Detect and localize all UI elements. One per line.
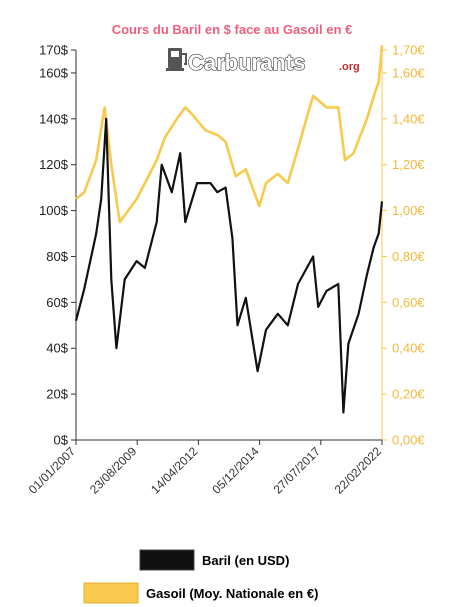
right-y-tick-label: 1,00€ (392, 203, 425, 218)
right-y-tick-label: 1,40€ (392, 111, 425, 126)
legend: Baril (en USD) Gasoil (Moy. Nationale en… (83, 549, 318, 604)
right-y-tick-label: 1,20€ (392, 157, 425, 172)
right-y-tick-label: 0,60€ (392, 295, 425, 310)
right-y-tick-label: 1,70€ (392, 43, 425, 58)
plot-area (74, 45, 384, 414)
series-line-baril (74, 117, 384, 414)
legend-label-baril: Baril (en USD) (202, 553, 289, 568)
axes (75, 50, 383, 441)
logo: Carburants .org (166, 48, 360, 76)
left-y-tick-label: 120$ (39, 157, 69, 172)
left-y-axis: 0$ 20$ 40$ 60$ 80$ 100$ 120$ 140$ 160$ 170$ (39, 43, 76, 448)
logo-text: Carburants (188, 50, 305, 75)
left-y-tick-label: 20$ (46, 387, 68, 402)
left-y-tick-label: 60$ (46, 295, 68, 310)
right-y-axis: 0,00€ 0,20€ 0,40€ 0,60€ 0,80€ 1,00€ 1,20€ 1,40€… (382, 43, 425, 448)
left-y-tick-label: 160$ (39, 65, 69, 80)
right-y-tick-label: 0,80€ (392, 249, 425, 264)
left-y-tick-label: 170$ (39, 43, 69, 58)
right-y-tick-label: 0,00€ (392, 433, 425, 448)
logo-suffix: .org (339, 61, 360, 73)
left-y-tick-label: 40$ (46, 341, 68, 356)
left-y-tick-label: 0$ (54, 433, 69, 448)
x-tick-label: 23/08/2009 (87, 444, 140, 497)
chart-title: Cours du Baril en $ face au Gasoil en € (112, 22, 353, 37)
x-tick-label: 27/07/2017 (271, 444, 324, 497)
left-y-tick-label: 80$ (46, 249, 68, 264)
right-y-tick-label: 0,20€ (392, 387, 425, 402)
left-y-tick-label: 100$ (39, 203, 69, 218)
x-axis: 01/01/2007 23/08/2009 14/04/2012 05/12/2014… (26, 440, 385, 497)
right-y-tick-label: 1,60€ (392, 65, 425, 80)
left-y-tick-label: 140$ (39, 111, 69, 126)
x-tick-label: 14/04/2012 (148, 444, 201, 497)
x-tick-label: 05/12/2014 (209, 444, 262, 497)
right-y-tick-label: 0,40€ (392, 341, 425, 356)
legend-swatch-gasoil (83, 582, 139, 604)
series-line-gasoil (75, 45, 384, 224)
legend-label-gasoil: Gasoil (Moy. Nationale en €) (146, 586, 318, 601)
legend-swatch-baril (139, 549, 195, 571)
fuel-pump-icon (166, 48, 187, 71)
x-tick-label: 22/02/2022 (332, 444, 385, 497)
x-tick-label: 01/01/2007 (26, 444, 79, 497)
